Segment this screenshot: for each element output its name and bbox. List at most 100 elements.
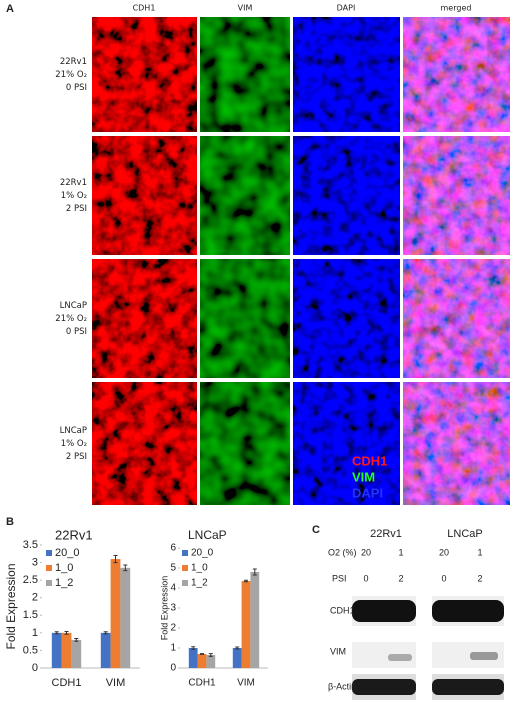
micrograph	[403, 259, 510, 378]
bar	[120, 567, 131, 668]
legend-swatch	[46, 565, 52, 571]
blot-label: VIM	[330, 646, 346, 656]
band	[388, 654, 412, 661]
psi-value: 2	[398, 573, 403, 583]
bar	[110, 559, 121, 668]
micrograph	[200, 382, 290, 505]
panel-label: C	[312, 524, 320, 536]
bar	[188, 648, 198, 668]
chart-title: LNCaP	[188, 528, 227, 542]
stain-legend: VIM	[352, 469, 375, 484]
legend-label: 1_2	[191, 578, 208, 589]
column-header: merged	[441, 4, 472, 13]
legend-label: 20_0	[55, 547, 79, 559]
legend-swatch	[182, 580, 188, 586]
error-bar	[235, 646, 240, 650]
error-bar	[113, 555, 118, 564]
blots	[352, 596, 504, 700]
y-axis-label: Fold Expression	[4, 563, 18, 649]
micrograph	[92, 136, 197, 255]
o2-value: 1	[398, 547, 403, 557]
column-header: DAPI	[337, 4, 356, 13]
row-label: LNCaP	[60, 301, 87, 311]
error-bar	[244, 579, 248, 583]
bar	[241, 581, 251, 668]
x-tick-label: VIM	[106, 677, 126, 689]
error-bar	[252, 568, 257, 576]
y-tick-label: 2	[170, 623, 176, 634]
error-bar	[200, 653, 204, 655]
micrograph	[200, 259, 290, 378]
row-label: 22Rv1	[60, 178, 87, 188]
x-tick-label: CDH1	[188, 678, 216, 689]
row-label: 21% O₂	[55, 70, 87, 80]
legend-swatch	[46, 580, 52, 586]
legend-label: 1_2	[55, 577, 73, 589]
y-tick-label: 0	[170, 663, 176, 674]
stain-legend: DAPI	[352, 485, 383, 500]
y-tick-label: 1.5	[23, 609, 38, 621]
o2-value: 20	[439, 547, 449, 557]
blot-label: CDH1	[330, 605, 355, 615]
error-bar	[74, 637, 79, 642]
legend-label: 20_0	[191, 548, 214, 559]
bar	[232, 648, 242, 668]
legend-label: 1_0	[55, 562, 73, 574]
o2-value: 1	[477, 547, 482, 557]
micrograph	[293, 259, 400, 378]
row-label: 2 PSI	[66, 452, 87, 462]
psi-value: 2	[477, 573, 482, 583]
column-header: VIM	[238, 4, 253, 13]
y-tick-label: 4	[170, 583, 176, 594]
y-tick-label: 3	[32, 556, 38, 568]
row-label: 21% O₂	[55, 314, 87, 324]
psi-value: 0	[363, 573, 368, 583]
micrograph	[200, 17, 290, 132]
chart-title: 22Rv1	[55, 527, 93, 542]
legend-swatch	[182, 565, 188, 571]
micrograph	[92, 17, 197, 132]
band	[432, 600, 504, 622]
psi-value: 0	[441, 573, 446, 583]
error-bar	[64, 630, 69, 635]
row-labels: 22Rv1 21% O₂ 0 PSI 22Rv1 1% O₂ 2 PSI LNCaP 21% …	[55, 57, 87, 462]
error-bar	[54, 631, 59, 635]
row-label: 2 PSI	[66, 204, 87, 214]
micrographs	[92, 17, 510, 505]
error-bar	[103, 631, 108, 635]
panel-label: A	[6, 3, 14, 15]
bar	[206, 655, 216, 668]
y-tick-label: 0	[32, 662, 38, 674]
band	[352, 679, 416, 695]
row-label: 0 PSI	[66, 327, 87, 337]
panel-label: B	[6, 516, 14, 528]
row-label: 0 PSI	[66, 83, 87, 93]
row-label: PSI	[332, 573, 347, 583]
bar	[51, 632, 62, 668]
band	[470, 652, 498, 660]
o2-value: 20	[361, 547, 371, 557]
row-label: LNCaP	[60, 426, 87, 436]
micrograph	[92, 259, 197, 378]
y-tick-label: 0.5	[23, 644, 38, 656]
bar	[61, 632, 72, 668]
charts: 22Rv1 Fold Expression 0 0.5 1 1.5 2 2.5 3 3.5 CDH1…	[4, 527, 268, 689]
legend-swatch	[182, 550, 188, 556]
x-tick-label: VIM	[237, 678, 255, 689]
row-label: 1% O₂	[61, 191, 87, 201]
micrograph	[403, 382, 510, 505]
band	[352, 600, 416, 622]
y-tick-label: 1	[170, 643, 176, 654]
micrograph	[403, 136, 510, 255]
y-tick-label: 2.5	[23, 574, 38, 586]
row-label: 1% O₂	[61, 439, 87, 449]
micrograph	[293, 382, 400, 505]
micrograph	[92, 382, 197, 505]
legend-label: 1_0	[191, 563, 208, 574]
micrograph	[293, 136, 400, 255]
row-label: O2 (%)	[328, 547, 357, 557]
cell-line: LNCaP	[447, 528, 482, 540]
bar	[197, 654, 207, 668]
blot-label: β-Actin	[328, 681, 356, 691]
error-bar	[208, 653, 213, 657]
